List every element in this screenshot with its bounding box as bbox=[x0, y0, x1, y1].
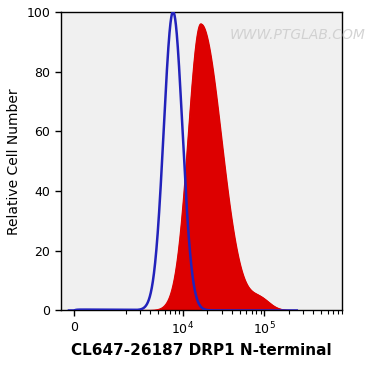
Text: WWW.PTGLAB.COM: WWW.PTGLAB.COM bbox=[229, 28, 365, 42]
X-axis label: CL647-26187 DRP1 N-terminal: CL647-26187 DRP1 N-terminal bbox=[71, 343, 332, 358]
Y-axis label: Relative Cell Number: Relative Cell Number bbox=[7, 88, 21, 235]
